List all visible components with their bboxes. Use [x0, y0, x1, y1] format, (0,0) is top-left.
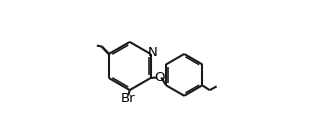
Text: Br: Br: [121, 92, 136, 105]
Text: O: O: [154, 71, 164, 84]
Text: N: N: [147, 46, 157, 59]
